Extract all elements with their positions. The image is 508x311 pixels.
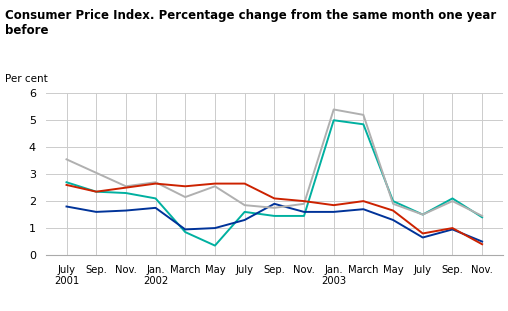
- CPI: [360, 123, 366, 126]
- CPI-AE: [360, 207, 366, 211]
- CPI-ATE: [123, 186, 129, 189]
- CPI-ATE: [360, 199, 366, 203]
- CPI-AE: [331, 210, 337, 214]
- Text: Consumer Price Index. Percentage change from the same month one year
before: Consumer Price Index. Percentage change …: [5, 9, 496, 37]
- CPI-AT: [271, 206, 277, 210]
- CPI-AT: [182, 195, 188, 199]
- CPI: [212, 244, 218, 248]
- CPI: [182, 230, 188, 234]
- CPI-ATE: [93, 190, 99, 193]
- CPI-AE: [182, 228, 188, 231]
- CPI-ATE: [301, 199, 307, 203]
- CPI-AT: [123, 184, 129, 188]
- CPI: [390, 199, 396, 203]
- CPI-AT: [64, 157, 70, 161]
- CPI-AT: [390, 202, 396, 206]
- CPI-AT: [331, 108, 337, 111]
- CPI-ATE: [450, 226, 456, 230]
- CPI: [152, 197, 158, 200]
- CPI-AT: [212, 184, 218, 188]
- CPI-AE: [93, 210, 99, 214]
- CPI: [271, 214, 277, 218]
- CPI-AT: [301, 202, 307, 206]
- CPI-AE: [390, 218, 396, 222]
- CPI-AT: [479, 214, 485, 218]
- CPI-AT: [242, 203, 248, 207]
- Line: CPI-AE: CPI-AE: [67, 204, 482, 242]
- CPI-AE: [64, 205, 70, 208]
- CPI-AT: [420, 213, 426, 216]
- CPI-ATE: [331, 203, 337, 207]
- CPI-AE: [242, 218, 248, 222]
- CPI-AE: [123, 209, 129, 212]
- CPI-ATE: [420, 232, 426, 235]
- CPI: [93, 190, 99, 193]
- CPI-AE: [271, 202, 277, 206]
- CPI-AT: [93, 171, 99, 175]
- Line: CPI-AT: CPI-AT: [67, 109, 482, 216]
- CPI: [301, 214, 307, 218]
- CPI-AT: [360, 113, 366, 117]
- CPI-AE: [152, 206, 158, 210]
- CPI-AE: [301, 210, 307, 214]
- CPI-ATE: [271, 197, 277, 200]
- CPI-AE: [479, 240, 485, 244]
- CPI-AT: [450, 199, 456, 203]
- CPI-ATE: [212, 182, 218, 185]
- CPI: [450, 197, 456, 200]
- CPI-AE: [212, 226, 218, 230]
- CPI: [331, 118, 337, 122]
- CPI-ATE: [242, 182, 248, 185]
- CPI-AE: [420, 236, 426, 239]
- CPI-ATE: [390, 209, 396, 212]
- CPI: [242, 210, 248, 214]
- CPI-ATE: [182, 184, 188, 188]
- Line: CPI-ATE: CPI-ATE: [67, 183, 482, 244]
- CPI: [420, 213, 426, 216]
- CPI-AT: [152, 180, 158, 184]
- Text: Per cent: Per cent: [5, 74, 47, 84]
- Legend: CPI, CPI-AE, CPI-AT, CPI-ATE: CPI, CPI-AE, CPI-AT, CPI-ATE: [131, 309, 418, 311]
- CPI-ATE: [152, 182, 158, 185]
- CPI: [64, 180, 70, 184]
- CPI-ATE: [479, 242, 485, 246]
- CPI: [479, 216, 485, 219]
- CPI-AE: [450, 228, 456, 231]
- CPI: [123, 191, 129, 195]
- CPI-ATE: [64, 183, 70, 187]
- Line: CPI: CPI: [67, 120, 482, 246]
